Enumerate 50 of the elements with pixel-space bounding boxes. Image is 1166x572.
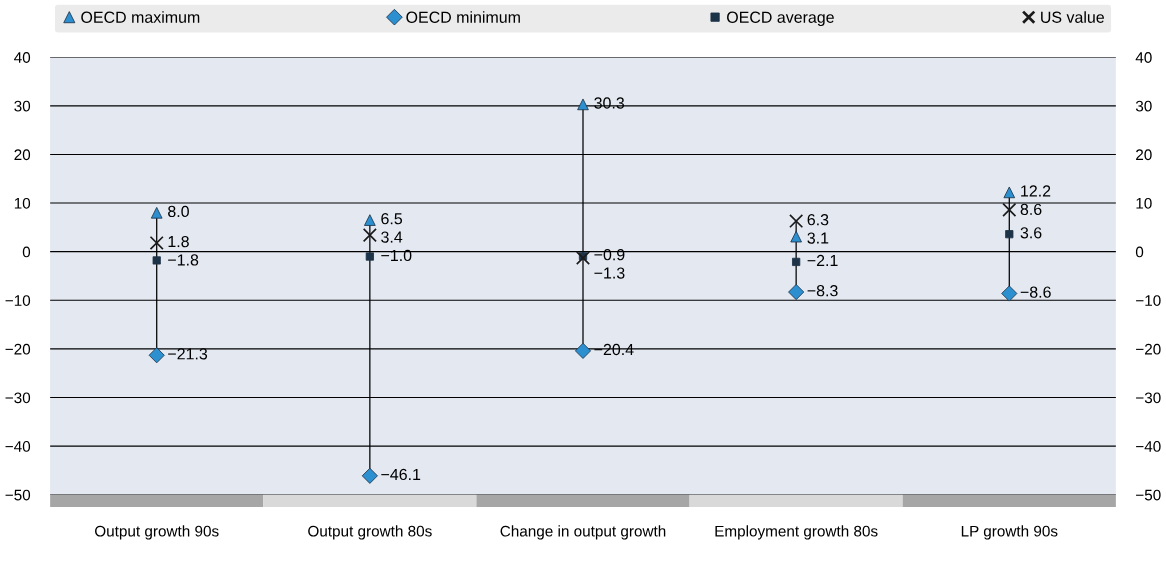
legend-label: OECD minimum <box>406 11 520 23</box>
y-tick-label: 0 <box>22 246 31 258</box>
y2-tick-label: 10 <box>1136 197 1152 209</box>
point <box>362 228 377 243</box>
y-tick-label: 40 <box>14 52 31 63</box>
data-label: −46.1 <box>381 468 421 481</box>
y-tick-label: −50 <box>5 489 31 501</box>
data-label: −1.3 <box>594 267 625 279</box>
y2-tick-label: 0 <box>1135 246 1144 258</box>
x-tick-label: Output growth 90s <box>95 525 219 540</box>
y2-tick-label: −20 <box>1136 343 1161 355</box>
data-label: −8.3 <box>807 285 838 297</box>
y-tick-label: −20 <box>5 343 31 355</box>
x-tick-label: Output growth 80s <box>308 525 432 540</box>
y-tick-label: 20 <box>14 149 31 161</box>
legend-label: OECD average <box>727 11 834 27</box>
data-label: −2.1 <box>807 254 838 267</box>
y2-tick-label: 30 <box>1135 100 1152 112</box>
data-label: −1.8 <box>168 254 199 266</box>
y2-tick-label: 20 <box>1136 149 1152 161</box>
x-tick-label: Employment growth 80s <box>715 525 878 540</box>
data-label: 1.8 <box>168 235 189 248</box>
legend-label: OECD maximum <box>81 11 200 23</box>
y-tick-label: 30 <box>14 100 31 112</box>
point <box>789 214 804 229</box>
y2-tick-label: −50 <box>1136 489 1161 501</box>
y-tick-label: −10 <box>5 295 31 306</box>
data-label: 8.6 <box>1020 203 1042 216</box>
point <box>575 250 591 266</box>
data-label: 12.2 <box>1021 185 1051 197</box>
y-tick-label: −40 <box>5 441 31 452</box>
data-label: 8.0 <box>168 205 189 218</box>
data-label: 6.3 <box>807 214 829 226</box>
data-label: −8.6 <box>1020 286 1051 298</box>
y2-tick-label: −10 <box>1136 295 1161 306</box>
y2-tick-label: 40 <box>1135 52 1152 63</box>
data-label: 3.6 <box>1020 227 1042 239</box>
y2-tick-label: −30 <box>1136 392 1161 404</box>
y2-tick-label: −40 <box>1136 441 1161 452</box>
legend-label: US value <box>1041 11 1104 23</box>
data-label: −21.3 <box>168 348 208 360</box>
data-label: 3.1 <box>807 232 829 244</box>
data-label: 6.5 <box>381 213 403 225</box>
x-tick-label: Change in output growth <box>500 525 666 540</box>
data-label: 3.4 <box>381 231 403 243</box>
point <box>1002 202 1017 217</box>
x-tick-label: LP growth 90s <box>961 525 1058 540</box>
point <box>149 235 164 250</box>
y-tick-label: 10 <box>14 197 31 209</box>
y-tick-label: −30 <box>5 392 31 404</box>
